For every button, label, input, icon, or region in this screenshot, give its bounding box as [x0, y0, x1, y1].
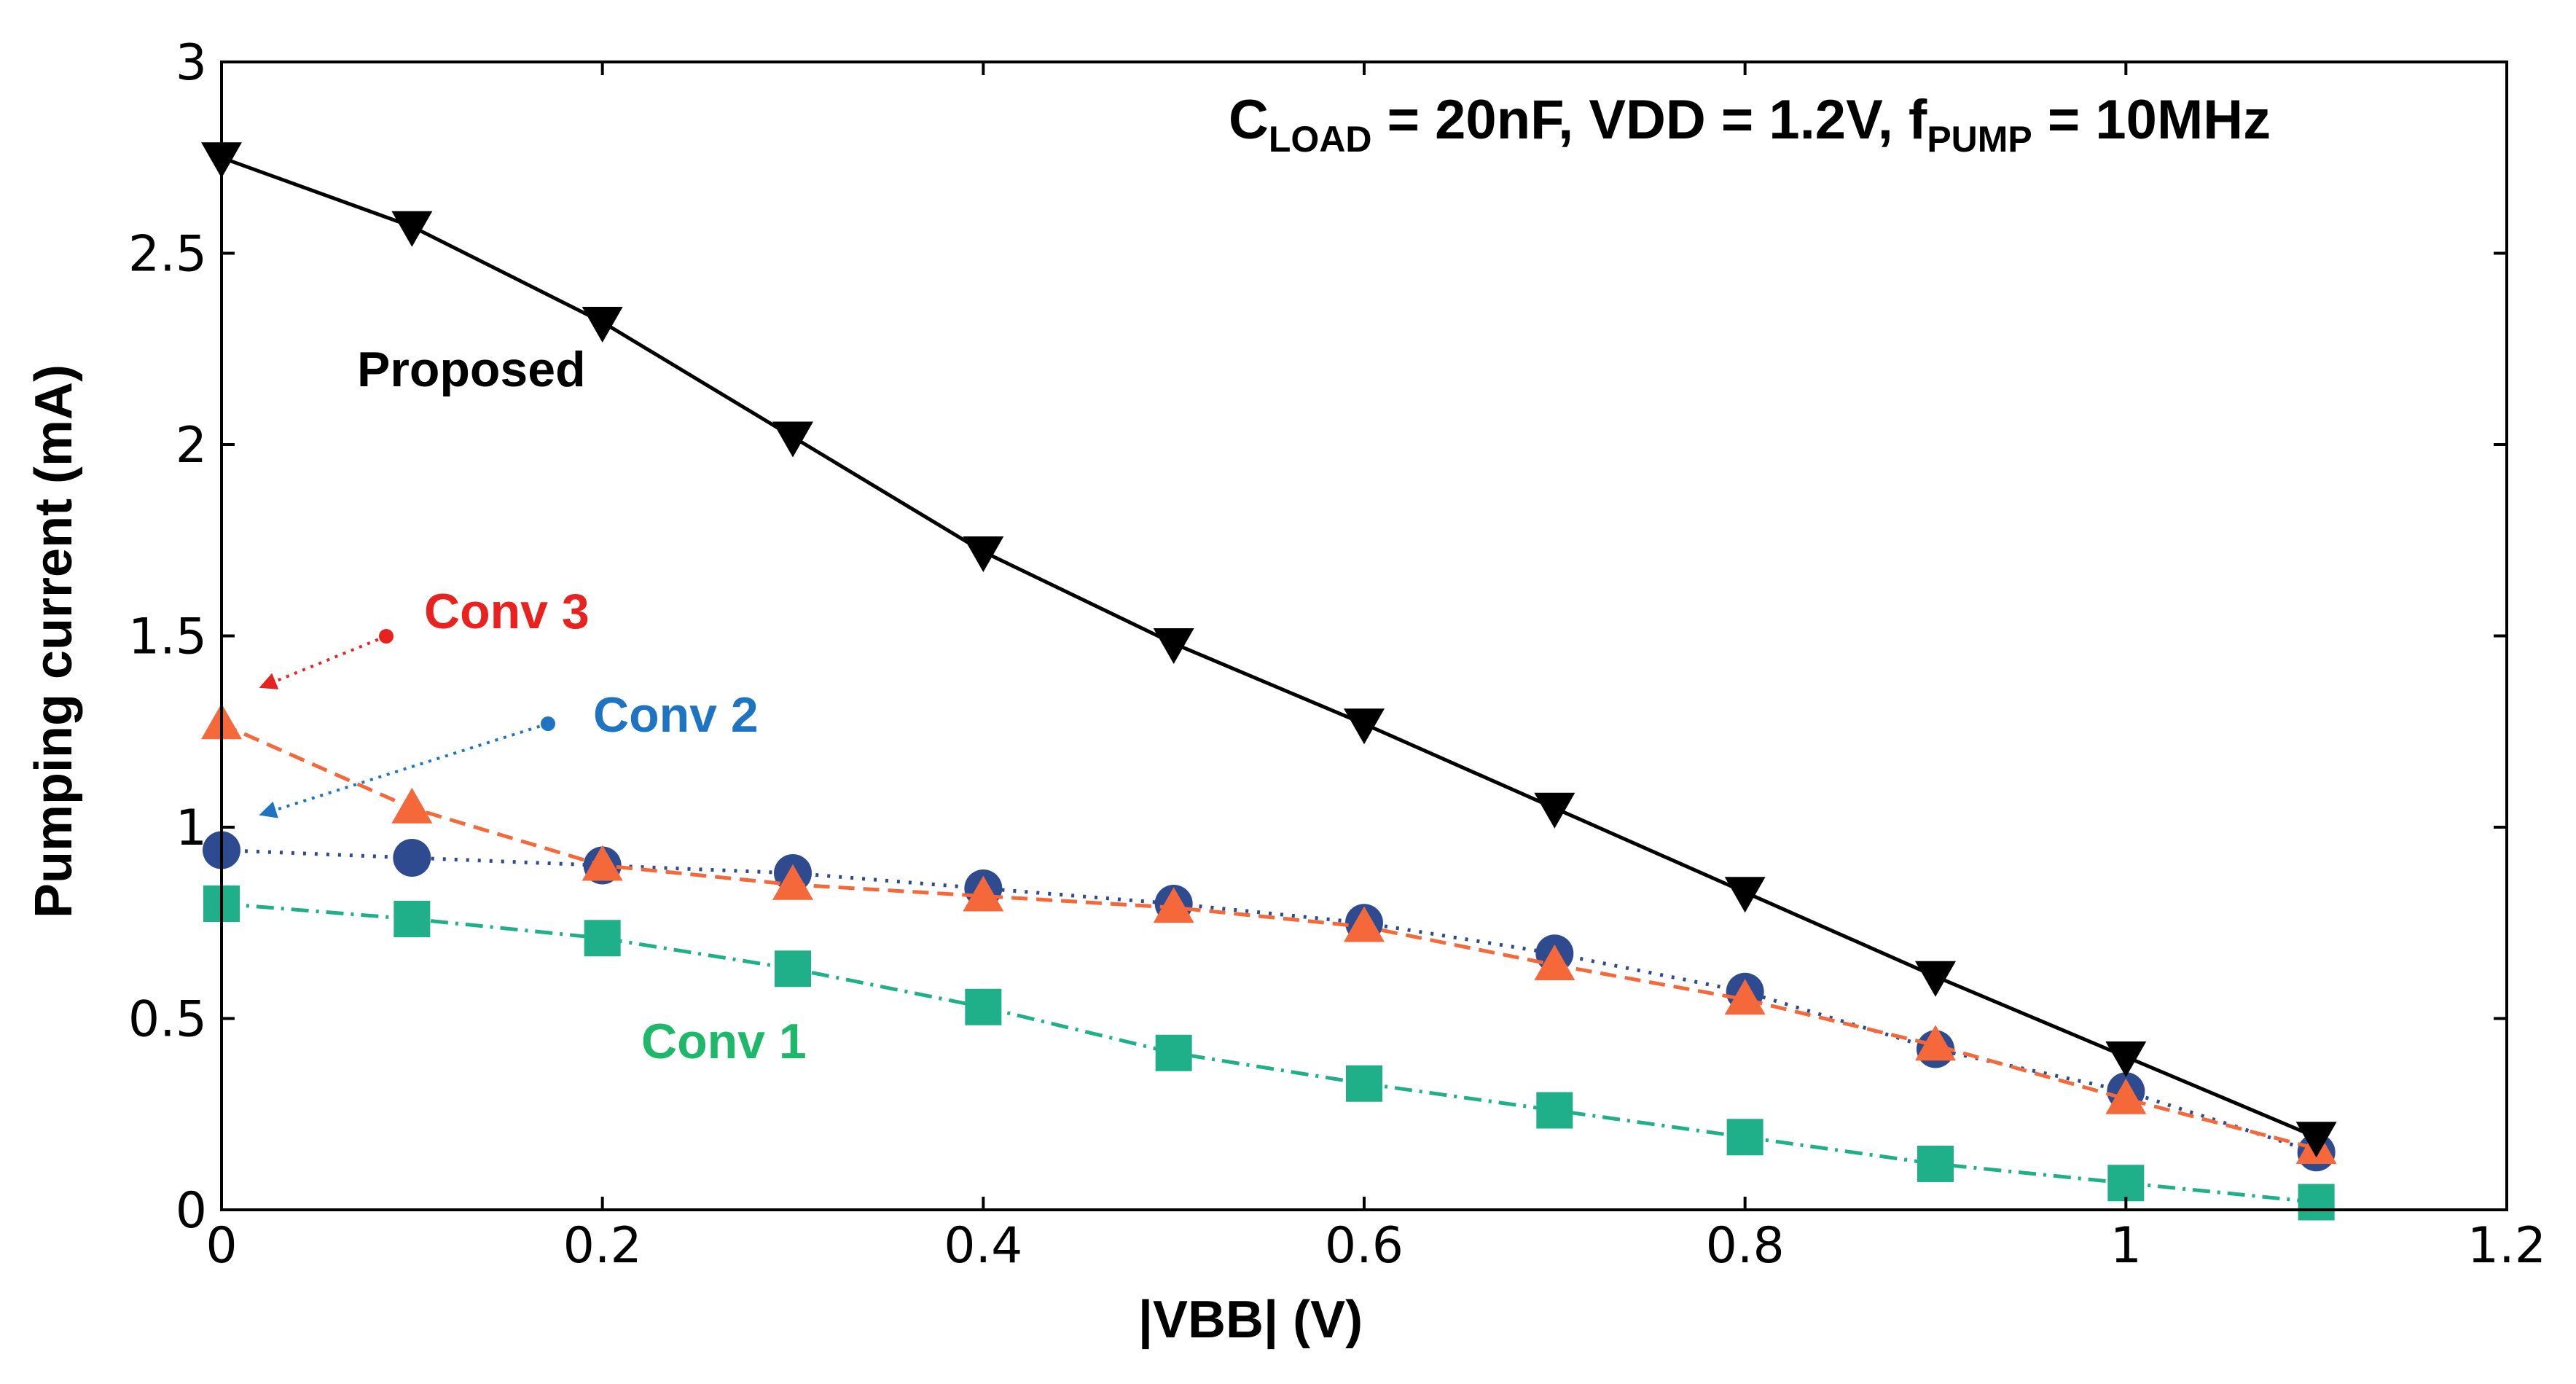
series-conv-1: [203, 885, 2335, 1221]
data-point-conv-1: [394, 901, 431, 937]
data-point-conv-3: [1153, 887, 1194, 923]
annotations-layer: CLOAD = 20nF, VDD = 1.2V, fPUMP = 10MHzP…: [259, 89, 2271, 1069]
x-axis-title: |VBB| (V): [1138, 1291, 1363, 1349]
x-tick-label: 0.8: [1706, 1217, 1785, 1275]
data-point-proposed: [2295, 1122, 2337, 1158]
x-tick-label: 0.2: [563, 1217, 642, 1275]
data-point-conv-1: [1155, 1034, 1192, 1071]
y-tick-label: 2.5: [128, 226, 207, 284]
y-tick-label: 0.5: [128, 991, 207, 1049]
condition-subscript: LOAD: [1269, 119, 1372, 160]
data-point-proposed: [1153, 628, 1194, 664]
data-point-conv-3: [963, 875, 1004, 912]
data-point-conv-3: [2105, 1078, 2147, 1114]
condition-annotation: CLOAD = 20nF, VDD = 1.2V, fPUMP = 10MHz: [1229, 89, 2271, 160]
label-conv-2: Conv 2: [593, 687, 759, 743]
data-point-conv-1: [1917, 1146, 1954, 1182]
data-point-proposed: [1534, 792, 1575, 829]
data-point-conv-3: [582, 845, 623, 881]
data-point-conv-3: [1724, 979, 1766, 1015]
x-tick-label: 0: [205, 1217, 237, 1275]
condition-text: = 20nF, VDD = 1.2V, f: [1372, 89, 1927, 151]
data-point-proposed: [1915, 961, 1956, 997]
data-point-conv-1: [1536, 1092, 1573, 1129]
x-tick-label: 1: [2110, 1217, 2142, 1275]
y-tick-label: 0: [176, 1182, 207, 1240]
conv3-arrow: [259, 635, 387, 689]
data-point-conv-1: [1346, 1065, 1382, 1102]
data-point-conv-1: [1726, 1119, 1763, 1156]
data-point-proposed: [963, 536, 1004, 572]
series-layer: [201, 142, 2337, 1221]
data-point-proposed: [2105, 1041, 2147, 1077]
label-conv-3: Conv 3: [424, 584, 590, 639]
y-axis-title: Pumping current (mA): [25, 364, 83, 918]
x-tick-label: 0.6: [1325, 1217, 1404, 1275]
data-point-conv-1: [2107, 1165, 2145, 1202]
y-tick-label: 1: [176, 799, 207, 857]
data-point-conv-1: [2298, 1184, 2335, 1221]
series-proposed: [201, 142, 2337, 1158]
data-point-conv-2: [393, 839, 431, 877]
label-conv-1: Conv 1: [641, 1014, 807, 1069]
y-tick-label: 3: [176, 34, 207, 92]
data-point-proposed: [1344, 708, 1385, 745]
condition-text: C: [1229, 89, 1269, 151]
data-point-conv-3: [1344, 906, 1385, 942]
series-line-proposed: [221, 155, 2317, 1139]
series-line-conv-3: [220, 722, 2317, 1151]
data-point-conv-3: [772, 864, 813, 900]
label-proposed: Proposed: [357, 342, 586, 397]
series-conv-3: [201, 703, 2337, 1164]
series-line-conv-1: [221, 902, 2317, 1204]
data-point-conv-3: [1534, 945, 1575, 980]
conv2-arrow: [259, 722, 549, 818]
y-tick-label: 1.5: [128, 609, 207, 666]
axis-ticks: 0 0.2 0.4 0.6 0.8 1 1.2 0 0.5 1 1.5 2 2.5 3: [128, 34, 2546, 1275]
data-point-conv-3: [1915, 1025, 1956, 1061]
condition-subscript: PUMP: [1927, 119, 2032, 160]
data-point-proposed: [582, 307, 623, 343]
x-tick-label: 0.4: [944, 1217, 1022, 1275]
data-point-conv-1: [584, 920, 621, 957]
data-point-proposed: [772, 421, 813, 458]
series-conv-2: [203, 831, 2336, 1172]
data-point-proposed: [1724, 877, 1766, 913]
y-tick-label: 2: [176, 417, 207, 474]
data-point-conv-1: [965, 988, 1002, 1025]
data-point-conv-1: [775, 950, 811, 988]
x-tick-label: 1.2: [2467, 1217, 2546, 1275]
data-point-conv-3: [391, 787, 433, 824]
data-point-proposed: [391, 211, 433, 247]
condition-text: = 10MHz: [2032, 89, 2271, 151]
series-line-conv-2: [221, 848, 2317, 1154]
